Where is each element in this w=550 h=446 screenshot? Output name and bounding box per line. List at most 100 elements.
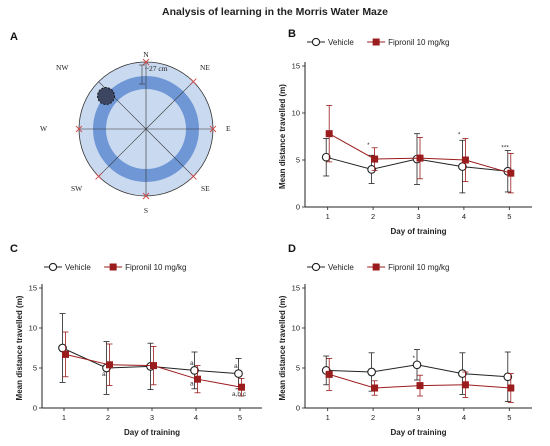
panel-b-series-vehicle [321, 133, 513, 194]
panel-c-x-tick-label: 5 [238, 413, 242, 422]
panel-b-legend-label: Fipronil 10 mg/kg [388, 38, 449, 47]
panel-b-x-tick-label: 5 [507, 212, 511, 221]
panel-b-letter: B [288, 28, 296, 40]
direction-label-n: N [143, 50, 149, 59]
panel-d-x-tick-label: 3 [416, 413, 420, 422]
data-point-square [325, 130, 333, 138]
panel-a-letter: A [10, 31, 18, 43]
panel-c-y-tick-label: 5 [33, 364, 37, 373]
data-point-circle [503, 372, 513, 382]
release-marker-sw [95, 173, 102, 180]
panel-d-series-fipronil [325, 357, 515, 403]
data-point-square [461, 156, 469, 164]
panel-b-annotation: * [367, 142, 370, 149]
panel-b-annotation: * [458, 132, 461, 139]
panel-c-letter: C [10, 243, 18, 255]
data-point-circle [321, 152, 331, 162]
panel-d-x-tick-label: 2 [371, 413, 375, 422]
panel-c-annotation: a [102, 371, 106, 378]
direction-label-ne: NE [200, 63, 210, 72]
data-point-square [106, 361, 113, 369]
direction-label-e: E [226, 124, 231, 133]
panel-c-series-fipronil [62, 331, 245, 397]
panel-c-x-tick-label: 3 [150, 413, 154, 422]
panel-b-x-tick-label: 4 [462, 212, 466, 221]
panel-d-x-tick-label: 1 [326, 413, 330, 422]
panel-c-y-tick-label: 15 [29, 284, 37, 293]
data-point-square [507, 384, 515, 392]
panel-b-y-tick-label: 0 [296, 203, 300, 212]
legend-circle-marker [311, 37, 321, 47]
panel-d-legend-item: Fipronil 10 mg/kg [367, 263, 450, 272]
figure-title: Analysis of learning in the Morris Water… [162, 6, 388, 18]
release-marker-w [75, 125, 83, 133]
panel-c-legend-label: Fipronil 10 mg/kg [125, 263, 186, 272]
panel-c-annotation: a [190, 381, 194, 388]
panel-a-pool-diagram: A ~27 cm N NE E SE S SW W NW [10, 31, 231, 215]
panel-c-x-axis-label: Day of training [124, 428, 180, 437]
release-marker-se [190, 173, 197, 180]
distance-label: ~27 cm [145, 64, 168, 73]
panel-d-y-tick-label: 5 [296, 364, 300, 373]
panel-c-y-axis-label: Mean distance travelled (m) [15, 295, 24, 400]
data-point-square [416, 154, 424, 162]
hidden-platform [97, 87, 115, 105]
data-point-square [461, 381, 469, 389]
panel-d-legend-item: Vehicle [307, 262, 354, 272]
panel-c-annotation: a [234, 363, 238, 370]
panel-d-letter: D [288, 243, 296, 255]
panel-c-y-tick-label: 10 [29, 324, 37, 333]
direction-label-se: SE [201, 184, 210, 193]
panel-b-y-tick-label: 15 [292, 62, 300, 71]
data-point-circle [234, 369, 243, 378]
panel-c-annotation: a [190, 360, 194, 367]
data-point-square [416, 382, 424, 390]
panel-d-y-tick-label: 15 [292, 284, 300, 293]
legend-square-marker [109, 263, 117, 271]
panel-b-legend-item: Fipronil 10 mg/kg [367, 38, 450, 47]
panel-c-legend-item: Vehicle [44, 262, 91, 272]
panel-b-series-fipronil [325, 105, 515, 194]
panel-d-x-tick-label: 4 [462, 413, 466, 422]
release-marker-s [142, 192, 150, 200]
panel-d-annotation: * [413, 355, 416, 362]
release-marker-ne [190, 78, 197, 85]
data-point-square [150, 362, 157, 370]
panel-c-annotation: a,b,c [232, 391, 247, 398]
panel-b-x-tick-label: 1 [326, 212, 330, 221]
release-marker-n [142, 58, 150, 66]
data-point-circle [190, 366, 199, 375]
panel-b-x-tick-label: 3 [416, 212, 420, 221]
panel-c-chart: C 0 5 10 15 1 2 3 4 5 Day of training Mean distance… [10, 243, 262, 437]
legend-circle-marker [48, 262, 58, 272]
pool-ne-sw-line [98, 81, 194, 177]
data-point-circle [367, 367, 376, 377]
data-point-square [194, 375, 201, 383]
panel-b-y-tick-label: 10 [292, 109, 300, 118]
data-point-square [371, 155, 379, 163]
legend-circle-marker [311, 262, 321, 272]
direction-label-sw: SW [71, 184, 83, 193]
panel-b-x-axis-label: Day of training [390, 227, 446, 236]
panel-b-legend-label: Vehicle [328, 38, 354, 47]
panel-b-y-tick-label: 5 [296, 156, 300, 165]
data-point-circle [412, 360, 422, 370]
panel-c-legend-item: Fipronil 10 mg/kg [104, 263, 187, 272]
panel-c-x-tick-label: 4 [194, 413, 198, 422]
data-point-square [62, 350, 69, 358]
panel-d-x-tick-label: 5 [507, 413, 511, 422]
legend-square-marker [372, 38, 380, 46]
direction-label-nw: NW [56, 63, 69, 72]
panel-d-y-axis-label: Mean distance travelled (m) [278, 295, 287, 400]
legend-square-marker [372, 263, 380, 271]
data-point-circle [367, 165, 376, 174]
panel-c-y-tick-label: 0 [33, 404, 37, 413]
panel-b-legend-item: Vehicle [307, 37, 354, 47]
panel-c-x-tick-label: 2 [106, 413, 110, 422]
panel-b-chart: B 0 5 10 15 1 2 3 4 5 Day of training Mean distance… [278, 28, 532, 236]
panel-d-chart: D 0 5 10 15 1 2 3 4 5 Day of training Mean distance… [278, 243, 532, 437]
panel-b-x-tick-label: 2 [371, 212, 375, 221]
data-point-square [325, 370, 333, 378]
